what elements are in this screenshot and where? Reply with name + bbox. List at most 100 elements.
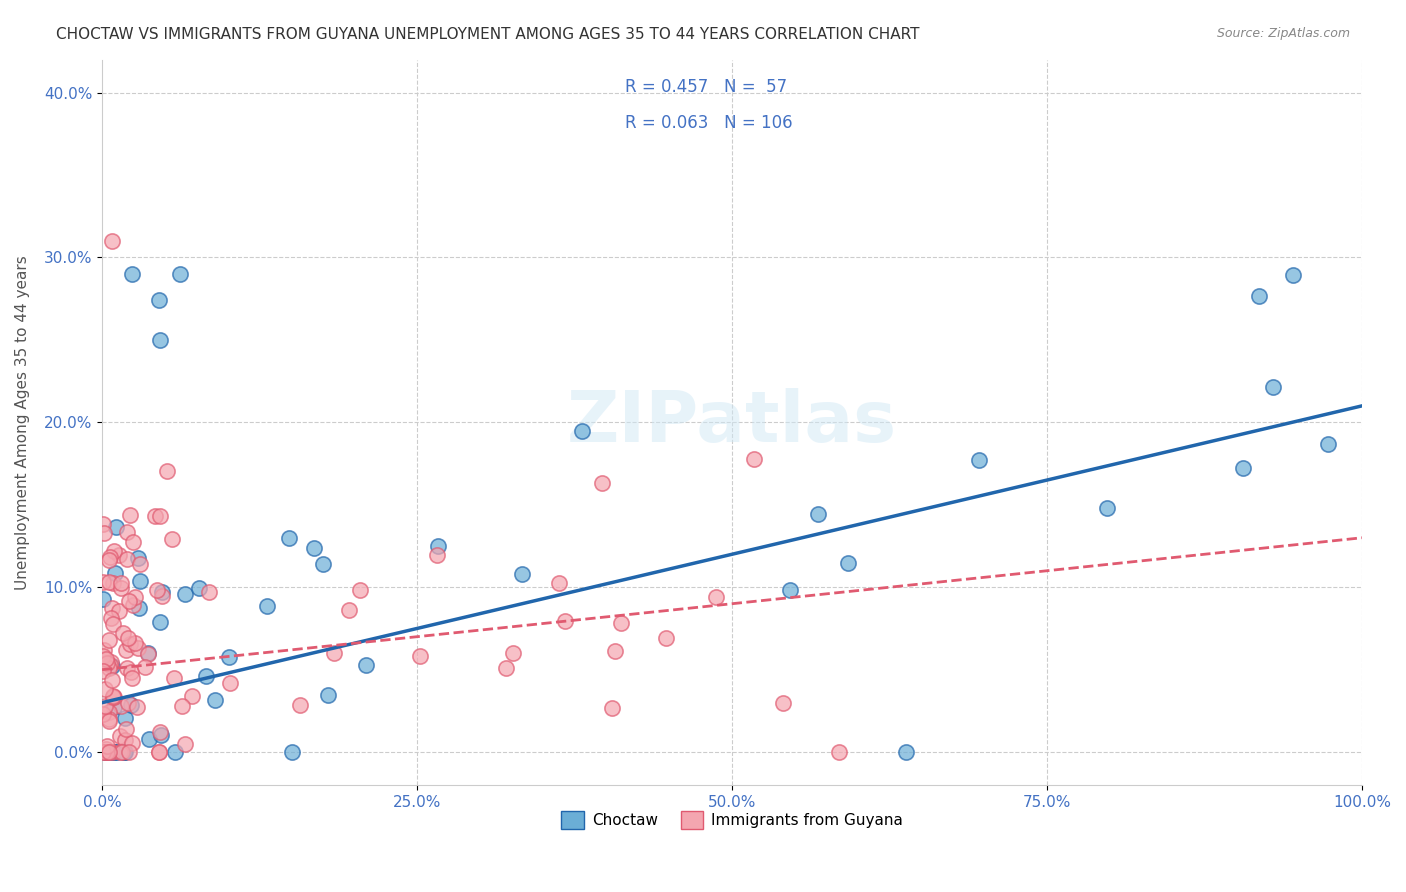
- Immigrants from Guyana: [94, 652, 117, 666]
- Choctaw: [103, 699, 125, 714]
- Immigrants from Guyana: [219, 676, 242, 690]
- Immigrants from Guyana: [101, 673, 124, 687]
- Choctaw: [112, 745, 135, 759]
- Immigrants from Guyana: [97, 660, 120, 674]
- Immigrants from Guyana: [409, 649, 432, 664]
- Immigrants from Guyana: [103, 544, 125, 558]
- Choctaw: [304, 541, 326, 556]
- Choctaw: [105, 745, 128, 759]
- Choctaw: [779, 582, 801, 597]
- Immigrants from Guyana: [96, 656, 118, 670]
- Legend: Choctaw, Immigrants from Guyana: Choctaw, Immigrants from Guyana: [555, 805, 910, 836]
- Choctaw: [101, 745, 124, 759]
- Choctaw: [256, 599, 278, 613]
- Immigrants from Guyana: [160, 532, 183, 546]
- Text: CHOCTAW VS IMMIGRANTS FROM GUYANA UNEMPLOYMENT AMONG AGES 35 TO 44 YEARS CORRELA: CHOCTAW VS IMMIGRANTS FROM GUYANA UNEMPL…: [56, 27, 920, 42]
- Immigrants from Guyana: [98, 658, 121, 673]
- Choctaw: [218, 650, 240, 665]
- Immigrants from Guyana: [591, 475, 613, 490]
- Choctaw: [101, 745, 124, 759]
- Choctaw: [96, 745, 118, 759]
- Choctaw: [114, 711, 136, 725]
- Immigrants from Guyana: [114, 723, 136, 737]
- Choctaw: [121, 267, 143, 281]
- Choctaw: [93, 592, 115, 607]
- Choctaw: [148, 293, 170, 307]
- Choctaw: [114, 745, 136, 759]
- Immigrants from Guyana: [127, 640, 149, 655]
- Choctaw: [1316, 436, 1339, 450]
- Immigrants from Guyana: [148, 745, 170, 759]
- Immigrants from Guyana: [114, 643, 136, 657]
- Immigrants from Guyana: [94, 682, 117, 697]
- Immigrants from Guyana: [111, 625, 134, 640]
- Choctaw: [837, 556, 859, 570]
- Choctaw: [280, 745, 302, 759]
- Immigrants from Guyana: [502, 646, 524, 660]
- Immigrants from Guyana: [101, 617, 124, 632]
- Immigrants from Guyana: [117, 552, 139, 566]
- Immigrants from Guyana: [93, 699, 115, 714]
- Immigrants from Guyana: [610, 615, 633, 630]
- Choctaw: [149, 615, 172, 629]
- Immigrants from Guyana: [93, 643, 115, 657]
- Immigrants from Guyana: [96, 739, 118, 754]
- Text: ZIPatlas: ZIPatlas: [567, 388, 897, 457]
- Choctaw: [94, 745, 117, 759]
- Immigrants from Guyana: [93, 665, 115, 679]
- Choctaw: [969, 452, 991, 467]
- Immigrants from Guyana: [121, 735, 143, 749]
- Immigrants from Guyana: [134, 660, 156, 674]
- Immigrants from Guyana: [93, 648, 115, 663]
- Immigrants from Guyana: [120, 665, 142, 680]
- Choctaw: [150, 585, 173, 599]
- Immigrants from Guyana: [114, 732, 136, 747]
- Choctaw: [204, 693, 226, 707]
- Immigrants from Guyana: [96, 745, 118, 759]
- Immigrants from Guyana: [98, 712, 121, 726]
- Immigrants from Guyana: [94, 745, 117, 759]
- Choctaw: [150, 728, 173, 742]
- Immigrants from Guyana: [143, 509, 166, 524]
- Immigrants from Guyana: [101, 601, 124, 615]
- Immigrants from Guyana: [170, 698, 193, 713]
- Immigrants from Guyana: [495, 661, 517, 675]
- Immigrants from Guyana: [129, 558, 152, 572]
- Immigrants from Guyana: [101, 689, 124, 703]
- Immigrants from Guyana: [163, 671, 186, 685]
- Choctaw: [1232, 460, 1254, 475]
- Choctaw: [1249, 289, 1271, 303]
- Choctaw: [1282, 268, 1305, 282]
- Immigrants from Guyana: [198, 585, 221, 599]
- Immigrants from Guyana: [117, 661, 139, 675]
- Immigrants from Guyana: [124, 590, 146, 604]
- Immigrants from Guyana: [117, 696, 139, 710]
- Immigrants from Guyana: [96, 745, 118, 759]
- Choctaw: [120, 698, 142, 712]
- Immigrants from Guyana: [124, 635, 146, 649]
- Immigrants from Guyana: [120, 637, 142, 651]
- Immigrants from Guyana: [602, 700, 624, 714]
- Immigrants from Guyana: [121, 671, 143, 685]
- Immigrants from Guyana: [103, 690, 125, 704]
- Immigrants from Guyana: [704, 590, 727, 604]
- Immigrants from Guyana: [93, 706, 115, 721]
- Choctaw: [136, 646, 159, 660]
- Choctaw: [278, 531, 301, 545]
- Immigrants from Guyana: [110, 699, 132, 714]
- Immigrants from Guyana: [149, 509, 172, 524]
- Immigrants from Guyana: [111, 745, 134, 759]
- Choctaw: [94, 745, 117, 759]
- Choctaw: [571, 425, 593, 439]
- Immigrants from Guyana: [554, 615, 576, 629]
- Immigrants from Guyana: [148, 745, 170, 759]
- Immigrants from Guyana: [117, 524, 139, 539]
- Immigrants from Guyana: [149, 724, 172, 739]
- Immigrants from Guyana: [125, 700, 148, 714]
- Choctaw: [138, 731, 160, 746]
- Choctaw: [163, 745, 186, 759]
- Immigrants from Guyana: [101, 690, 124, 704]
- Choctaw: [174, 587, 197, 601]
- Choctaw: [169, 267, 191, 281]
- Choctaw: [312, 557, 335, 571]
